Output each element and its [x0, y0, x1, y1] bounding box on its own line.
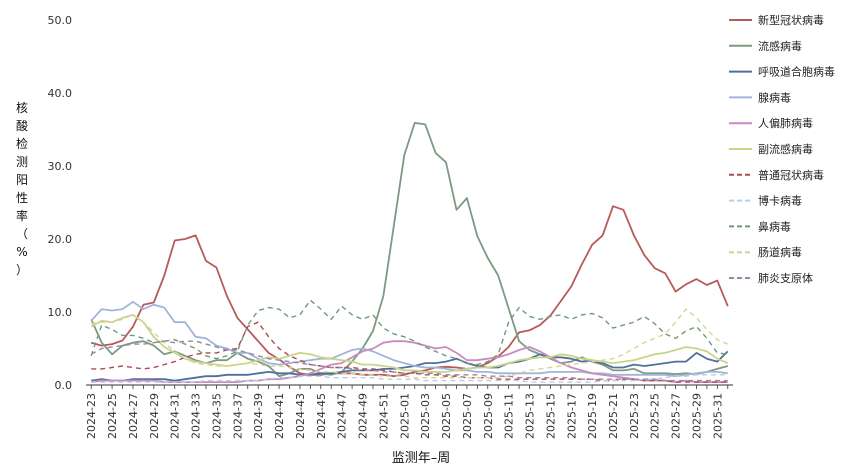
x-tick-label: 2025-19: [586, 393, 599, 439]
y-tick-label: 10.0: [48, 306, 73, 319]
legend: 新型冠状病毒流感病毒呼吸道合胞病毒腺病毒人偏肺病毒副流感病毒普通冠状病毒博卡病毒…: [729, 13, 835, 285]
x-axis-label: 监测年–周: [392, 451, 451, 466]
x-tick-label: 2024-51: [377, 393, 390, 439]
y-axis-label: 核酸检测阳性率 （% ）: [16, 101, 28, 277]
y-label-char: %: [16, 245, 27, 259]
series-line: [90, 300, 728, 378]
series-line: [90, 122, 729, 378]
y-label-char: ）: [16, 263, 28, 277]
x-tick-label: 2024-31: [169, 393, 182, 439]
x-tick-label: 2025-15: [544, 393, 557, 439]
x-tick-label: 2025-05: [440, 393, 453, 439]
series-line: [91, 350, 729, 382]
y-label-char: 测: [16, 155, 28, 169]
legend-label: 鼻病毒: [758, 219, 791, 233]
legend-label: 流感病毒: [758, 39, 802, 53]
y-label-char: （: [16, 227, 28, 241]
x-tick-label: 2025-03: [419, 393, 432, 439]
y-label-char: 核: [16, 101, 28, 115]
series-line: [90, 205, 729, 378]
x-tick-label: 2025-31: [711, 393, 724, 439]
x-tick-label: 2024-41: [273, 393, 286, 439]
series-line: [91, 374, 728, 383]
x-tick-label: 2024-37: [231, 393, 244, 439]
x-tick-label: 2024-35: [210, 393, 223, 439]
y-label-char: 检: [16, 136, 28, 151]
x-tick-label: 2024-29: [148, 393, 161, 439]
legend-label: 呼吸道合胞病毒: [758, 65, 835, 79]
y-tick-label: 30.0: [48, 160, 73, 173]
x-tick-label: 2025-21: [607, 393, 620, 439]
y-tick-label: 50.0: [48, 14, 73, 27]
y-label-char: 阳: [16, 173, 28, 187]
x-axis-ticks: 2024-23 2024-25 2024-27 2024-29 2024-31 2024-…: [85, 385, 729, 439]
legend-label: 普通冠状病毒: [758, 168, 824, 182]
x-tick-label: 2025-27: [670, 393, 683, 439]
y-label-char: 性: [16, 191, 28, 205]
series-line: [90, 299, 728, 366]
series-line: [90, 313, 729, 373]
legend-label: 肠道病毒: [758, 245, 802, 259]
x-tick-label: 2024-39: [252, 393, 265, 439]
legend-label: 博卡病毒: [758, 194, 802, 208]
x-tick-label: 2025-25: [649, 393, 662, 439]
y-tick-label: 0.0: [55, 379, 73, 392]
x-tick-label: 2025-09: [482, 393, 495, 439]
y-axis-ticks: 0.0 10.0 20.0 30.0 40.0 50.0: [48, 14, 73, 392]
y-tick-label: 40.0: [48, 87, 73, 100]
legend-label: 人偏肺病毒: [758, 116, 813, 130]
x-tick-label: 2024-47: [336, 393, 349, 439]
x-tick-label: 2024-25: [106, 393, 119, 439]
y-label-char: 率: [16, 208, 28, 223]
plot-area: [90, 122, 729, 384]
legend-label: 副流感病毒: [758, 142, 813, 156]
x-tick-label: 2024-23: [85, 393, 98, 439]
series-line: [91, 308, 729, 379]
series-line: [91, 340, 728, 384]
x-tick-label: 2025-01: [398, 393, 411, 439]
x-tick-label: 2024-49: [357, 393, 370, 439]
x-tick-label: 2025-07: [461, 393, 474, 439]
x-tick-label: 2024-33: [190, 393, 203, 439]
x-tick-label: 2025-11: [503, 393, 516, 439]
legend-label: 腺病毒: [758, 90, 791, 104]
x-tick-label: 2025-17: [565, 393, 578, 439]
y-tick-label: 20.0: [48, 233, 73, 246]
series-line: [90, 340, 728, 382]
y-label-char: 酸: [16, 118, 28, 133]
x-tick-label: 2024-27: [127, 393, 140, 439]
x-tick-label: 2024-43: [294, 393, 307, 439]
x-tick-label: 2025-13: [524, 393, 537, 439]
legend-label: 肺炎支原体: [758, 271, 813, 285]
x-tick-label: 2025-29: [690, 393, 703, 439]
legend-label: 新型冠状病毒: [758, 13, 824, 27]
x-tick-label: 2024-45: [315, 393, 328, 439]
x-tick-label: 2025-23: [628, 393, 641, 439]
series-line: [91, 321, 728, 383]
